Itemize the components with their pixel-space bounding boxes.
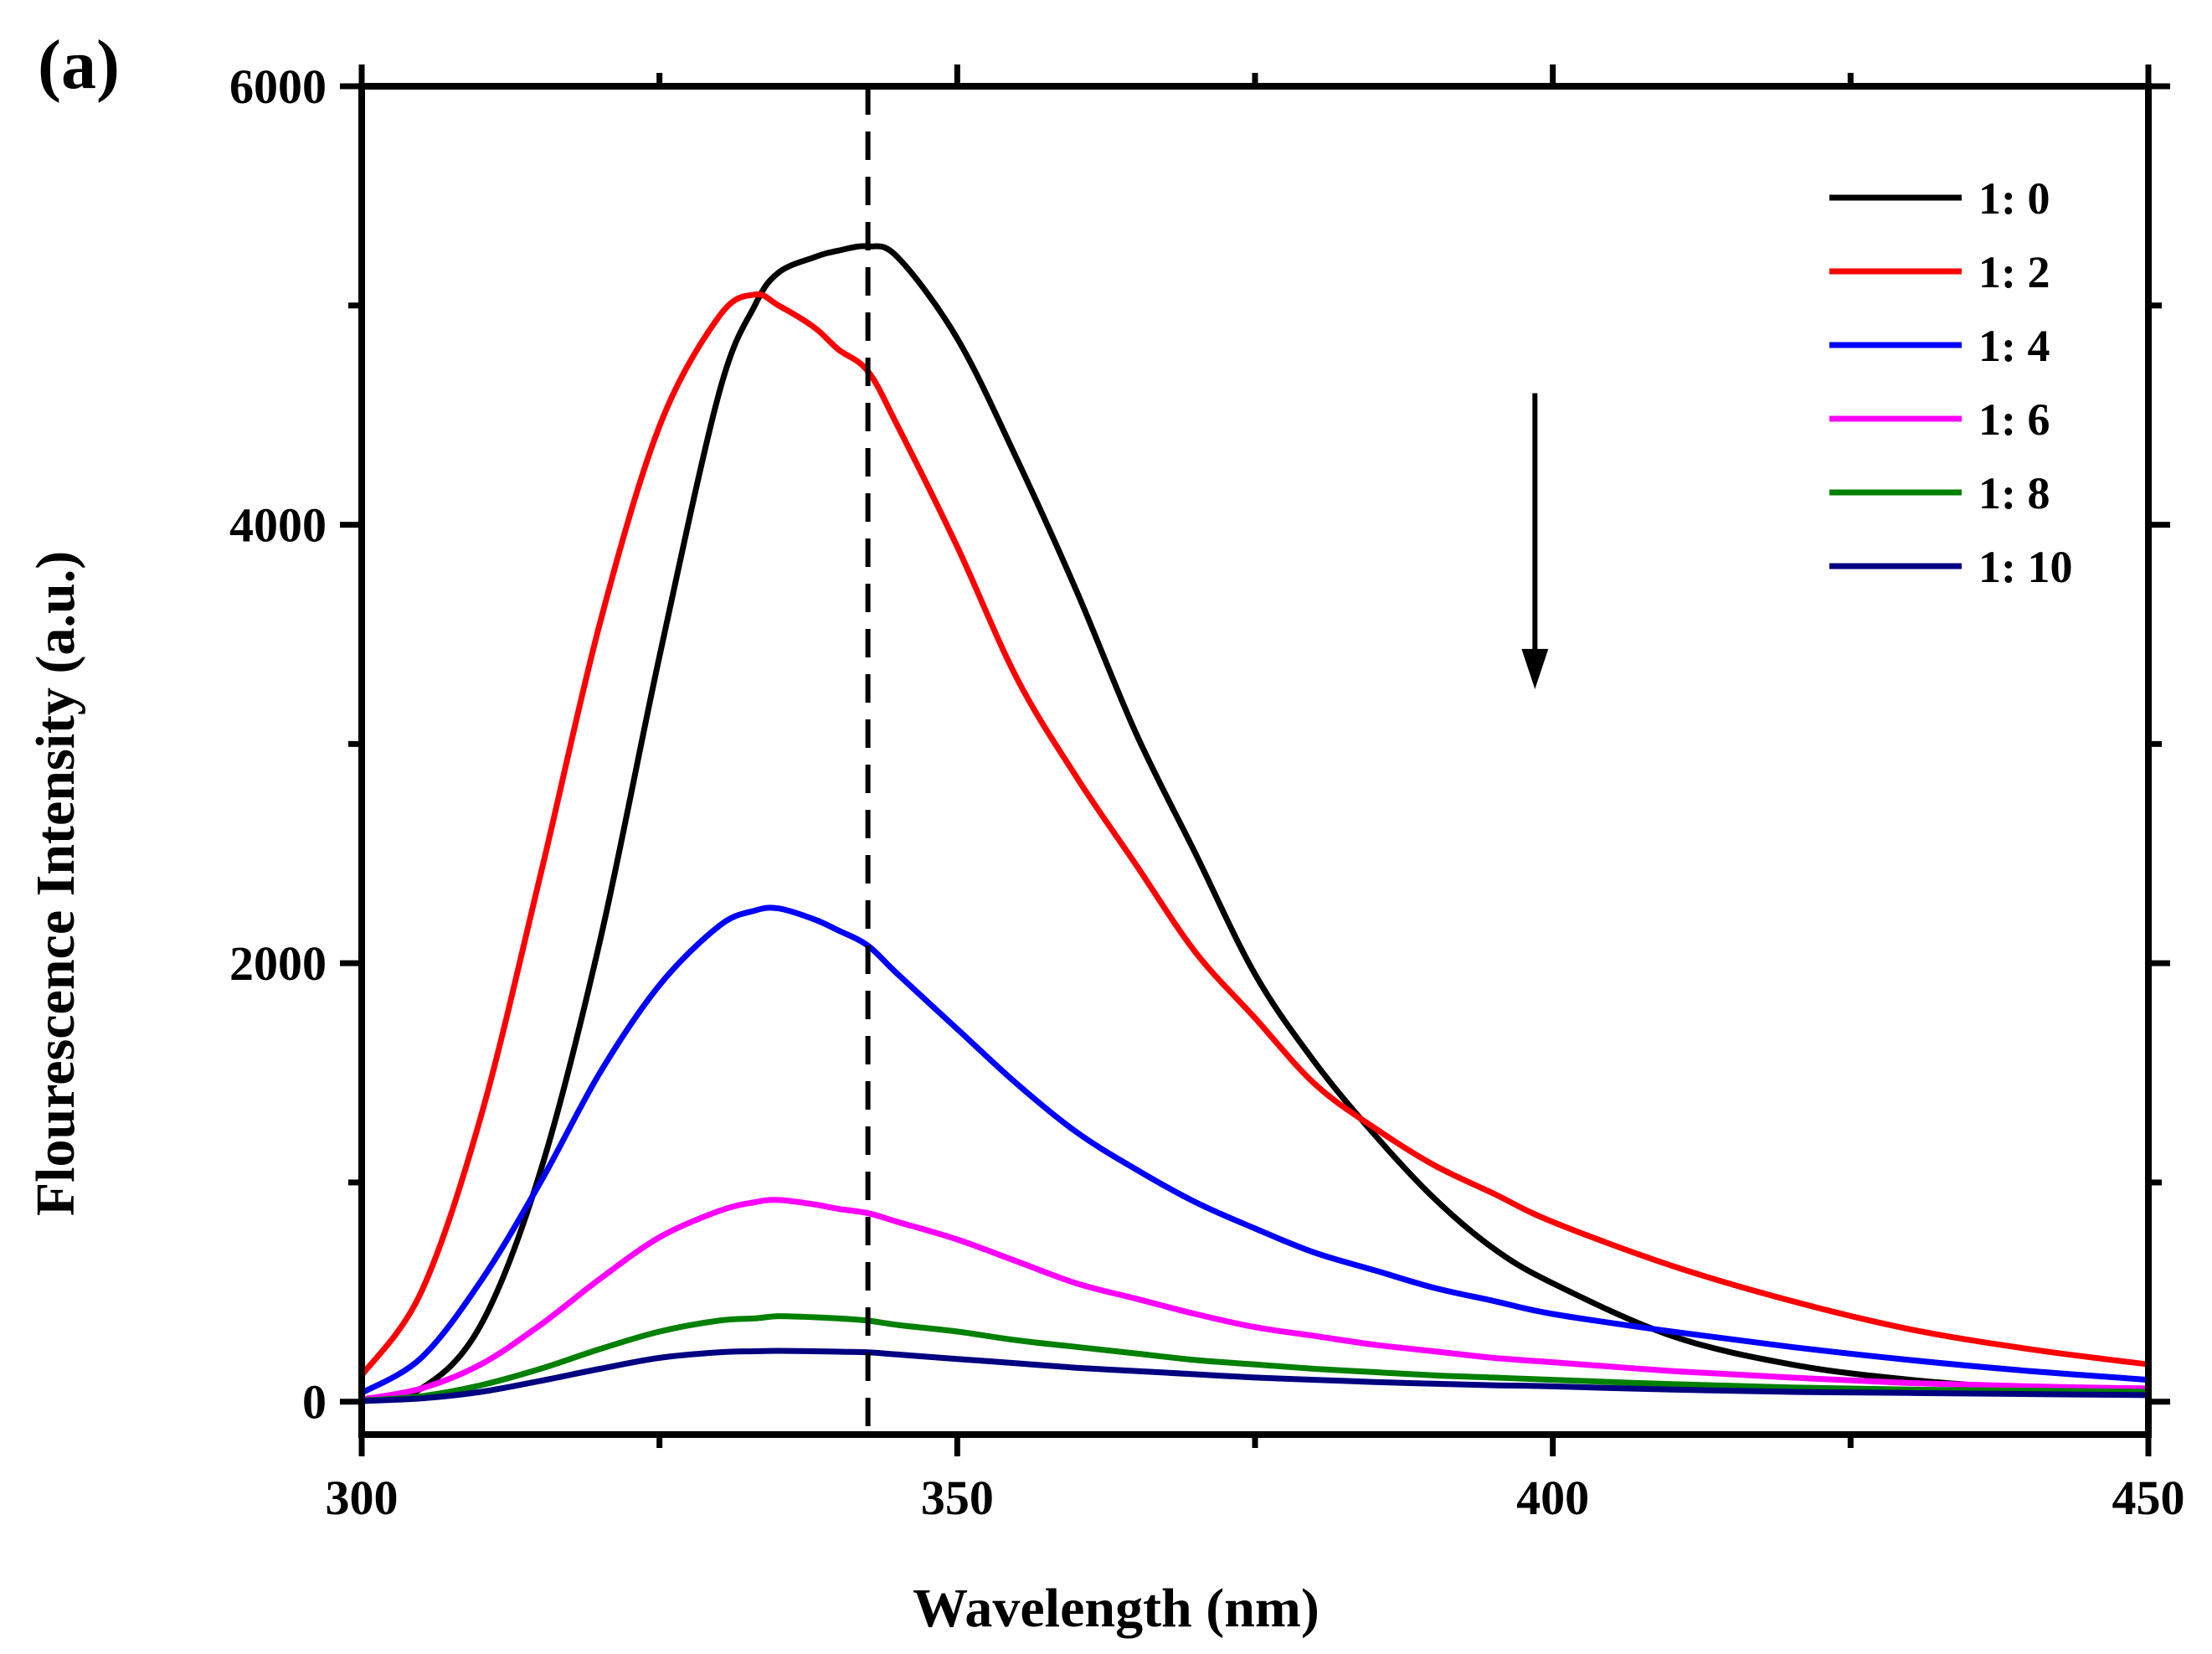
x-axis-title: Wavelength (nm)	[913, 1578, 1319, 1639]
y-tick-label: 4000	[229, 498, 327, 553]
x-tick-label: 400	[1516, 1471, 1589, 1525]
x-tick-label: 350	[921, 1471, 994, 1525]
series-line-1-6	[362, 1197, 2148, 1403]
x-tick-label: 300	[326, 1471, 399, 1525]
series-line-1-2	[362, 291, 2148, 1378]
series-line-1-0	[362, 243, 2148, 1403]
decrease-arrow-head	[1521, 648, 1549, 689]
y-tick-label: 0	[302, 1375, 327, 1430]
legend-label: 1: 2	[1978, 247, 2050, 297]
x-tick-label: 450	[2112, 1471, 2185, 1525]
legend-label: 1: 10	[1978, 542, 2072, 592]
panel-label: (a)	[38, 26, 120, 104]
legend-label: 1: 0	[1978, 173, 2050, 224]
series-line-1-4	[362, 904, 2148, 1396]
series-line-1-10	[362, 1347, 2148, 1404]
legend-label: 1: 4	[1978, 321, 2050, 371]
legend-label: 1: 8	[1978, 468, 2050, 518]
annotations	[865, 86, 1549, 1435]
y-tick-label: 2000	[229, 936, 327, 991]
legend-label: 1: 6	[1978, 394, 2050, 445]
axis-ticks	[340, 64, 2170, 1456]
y-tick-label: 6000	[229, 59, 327, 114]
y-axis-title: Flourescence Intensity (a.u.)	[25, 551, 86, 1216]
series-line-1-8	[362, 1313, 2148, 1404]
legend: 1: 0 1: 2 1: 4 1: 6 1: 8 1: 10	[1829, 173, 2072, 592]
axis-tick-labels: 300 350 400 450 0 2000 4000 6000	[229, 59, 2185, 1525]
plot-area	[362, 243, 2148, 1404]
plot-frame	[358, 83, 2152, 1438]
